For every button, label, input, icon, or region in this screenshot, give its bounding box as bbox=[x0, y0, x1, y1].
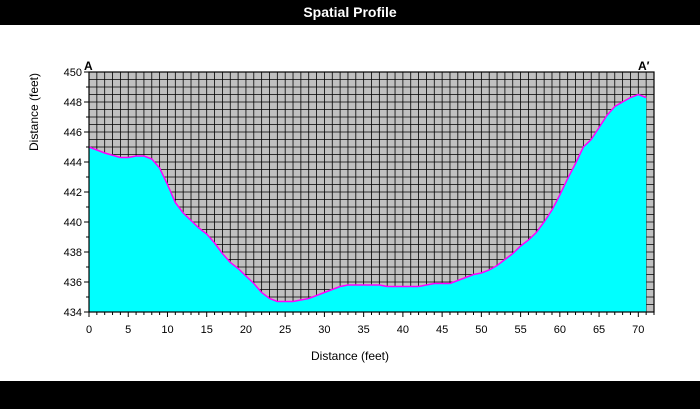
x-tick-label: 35 bbox=[358, 324, 370, 336]
x-tick-label: 5 bbox=[125, 324, 131, 336]
x-tick-label: 65 bbox=[593, 324, 605, 336]
profile-line bbox=[88, 93, 647, 303]
x-tick-label: 60 bbox=[554, 324, 566, 336]
bottom-bar bbox=[0, 381, 700, 409]
profile-fill bbox=[89, 94, 647, 312]
tick-marks bbox=[84, 71, 655, 317]
x-tick-label: 0 bbox=[86, 324, 92, 336]
y-tick-label: 446 bbox=[64, 127, 82, 139]
x-tick-label: 10 bbox=[161, 324, 173, 336]
x-tick-label: 30 bbox=[318, 324, 330, 336]
x-tick-label: 45 bbox=[436, 324, 448, 336]
end-point-label: A′ bbox=[638, 59, 650, 73]
y-tick-label: 450 bbox=[64, 67, 82, 79]
x-tick-label: 15 bbox=[201, 324, 213, 336]
chart-title: Spatial Profile bbox=[0, 0, 700, 25]
x-tick-label: 50 bbox=[475, 324, 487, 336]
y-tick-labels: 434 436 438 440 442 444 446 448 450 bbox=[64, 67, 82, 319]
x-tick-label: 55 bbox=[514, 324, 526, 336]
y-tick-label: 442 bbox=[64, 187, 82, 199]
y-axis-label: Distance (feet) bbox=[27, 73, 41, 151]
x-tick-labels: 0 5 10 15 20 25 30 35 40 45 50 55 60 65 70 bbox=[86, 324, 644, 336]
y-tick-label: 436 bbox=[64, 277, 82, 289]
y-tick-label: 440 bbox=[64, 217, 82, 229]
start-point-label: A bbox=[84, 59, 93, 73]
profile-area bbox=[88, 93, 647, 312]
y-tick-label: 444 bbox=[64, 157, 82, 169]
y-tick-label: 438 bbox=[64, 247, 82, 259]
x-tick-label: 70 bbox=[632, 324, 644, 336]
y-tick-label: 434 bbox=[64, 307, 82, 319]
x-axis-label: Distance (feet) bbox=[311, 349, 389, 363]
x-tick-label: 40 bbox=[397, 324, 409, 336]
x-tick-label: 20 bbox=[240, 324, 252, 336]
y-tick-label: 448 bbox=[64, 97, 82, 109]
x-tick-label: 25 bbox=[279, 324, 291, 336]
